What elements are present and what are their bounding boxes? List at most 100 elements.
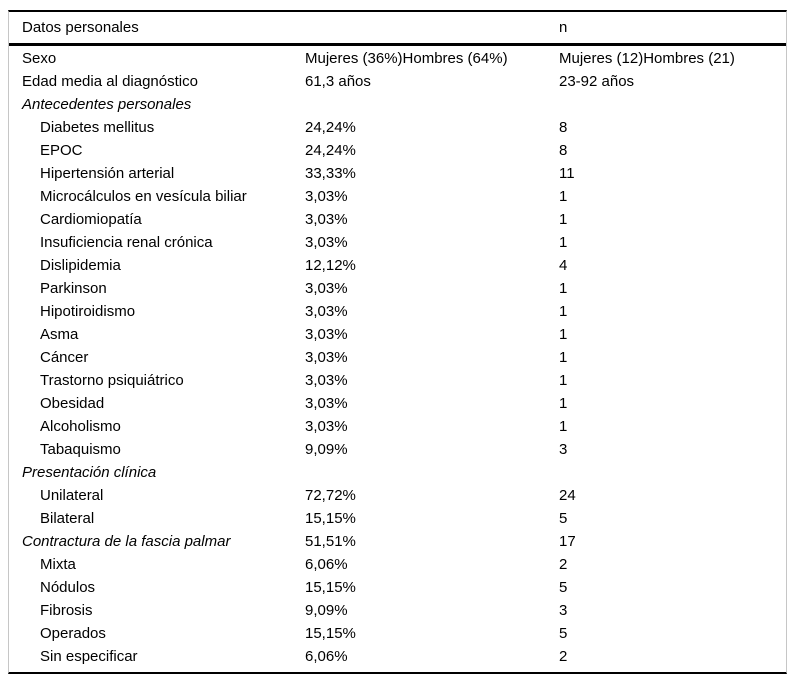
- row-n: 2: [559, 556, 568, 573]
- table-header-row: Datos personales n: [9, 12, 786, 46]
- row-n: 2: [559, 648, 568, 665]
- row-label: Hipotiroidismo: [40, 303, 136, 320]
- table-row-hipertension-arterial: Hipertensión arterial 33,33% 11: [9, 162, 786, 185]
- table-row-dislipidemia: Dislipidemia 12,12% 4: [9, 254, 786, 277]
- row-n: 1: [559, 303, 568, 320]
- row-n: 11: [559, 165, 575, 182]
- row-n: 23-92 años: [559, 73, 635, 90]
- row-label: Operados: [40, 625, 106, 642]
- table-row-parkinson: Parkinson 3,03% 1: [9, 277, 786, 300]
- row-n: 1: [559, 395, 568, 412]
- row-n: 1: [559, 234, 568, 251]
- row-n: 3: [559, 441, 568, 458]
- row-value: 15,15%: [305, 579, 356, 596]
- row-label: Hipertensión arterial: [40, 165, 175, 182]
- row-n: 24: [559, 487, 576, 504]
- row-value: 33,33%: [305, 165, 356, 182]
- row-value: 3,03%: [305, 418, 348, 435]
- row-n: 1: [559, 188, 568, 205]
- row-label: Nódulos: [40, 579, 96, 596]
- row-label: Unilateral: [40, 487, 104, 504]
- table-row-alcoholismo: Alcoholismo 3,03% 1: [9, 415, 786, 438]
- row-label: Mixta: [40, 556, 76, 573]
- row-n: 1: [559, 418, 568, 435]
- row-label: Insuficiencia renal crónica: [40, 234, 213, 251]
- row-value: 12,12%: [305, 257, 356, 274]
- row-value: 72,72%: [305, 487, 356, 504]
- table-row-obesidad: Obesidad 3,03% 1: [9, 392, 786, 415]
- row-n: 1: [559, 349, 568, 366]
- row-n: 5: [559, 625, 568, 642]
- row-label: Dislipidemia: [40, 257, 121, 274]
- row-n: 1: [559, 372, 568, 389]
- row-value: 9,09%: [305, 441, 348, 458]
- table-row-insuficiencia-renal: Insuficiencia renal crónica 3,03% 1: [9, 231, 786, 254]
- table-row-unilateral: Unilateral 72,72% 24: [9, 484, 786, 507]
- row-n: 5: [559, 579, 568, 596]
- row-value: Mujeres (36%)Hombres (64%): [305, 50, 508, 67]
- row-value: 15,15%: [305, 510, 356, 527]
- table-row-fibrosis: Fibrosis 9,09% 3: [9, 599, 786, 622]
- table-row-cardiomiopatia: Cardiomiopatía 3,03% 1: [9, 208, 786, 231]
- row-value: 3,03%: [305, 349, 348, 366]
- row-label: Microcálculos en vesícula biliar: [40, 188, 247, 205]
- row-label: Asma: [40, 326, 79, 343]
- table-row-tabaquismo: Tabaquismo 9,09% 3: [9, 438, 786, 461]
- table-row-antecedentes-personales: Antecedentes personales: [9, 93, 786, 116]
- row-value: 24,24%: [305, 142, 356, 159]
- table-row-contractura-fascia-palmar: Contractura de la fascia palmar 51,51% 1…: [9, 530, 786, 553]
- row-label: Presentación clínica: [22, 464, 157, 481]
- table-row-microcalculos: Microcálculos en vesícula biliar 3,03% 1: [9, 185, 786, 208]
- row-value: 9,09%: [305, 602, 348, 619]
- row-value: 3,03%: [305, 326, 348, 343]
- row-value: 6,06%: [305, 648, 348, 665]
- row-label: Fibrosis: [40, 602, 93, 619]
- table-row-epoc: EPOC 24,24% 8: [9, 139, 786, 162]
- row-label: Alcoholismo: [40, 418, 121, 435]
- row-label: Antecedentes personales: [22, 96, 192, 113]
- row-label: Sexo: [22, 50, 57, 67]
- row-label: Contractura de la fascia palmar: [22, 533, 231, 550]
- row-label: Sin especificar: [40, 648, 138, 665]
- header-n: n: [559, 19, 568, 36]
- row-value: 51,51%: [305, 533, 356, 550]
- row-n: 1: [559, 326, 568, 343]
- row-value: 3,03%: [305, 372, 348, 389]
- row-value: 6,06%: [305, 556, 348, 573]
- table-row-asma: Asma 3,03% 1: [9, 323, 786, 346]
- table-row-mixta: Mixta 6,06% 2: [9, 553, 786, 576]
- table-body: Sexo Mujeres (36%)Hombres (64%) Mujeres …: [9, 46, 786, 672]
- row-value: 3,03%: [305, 234, 348, 251]
- table-row-operados: Operados 15,15% 5: [9, 622, 786, 645]
- row-n: Mujeres (12)Hombres (21): [559, 50, 735, 67]
- row-n: 8: [559, 142, 568, 159]
- row-n: 17: [559, 533, 576, 550]
- table-row-sexo: Sexo Mujeres (36%)Hombres (64%) Mujeres …: [9, 47, 786, 70]
- row-label: Cardiomiopatía: [40, 211, 142, 228]
- row-value: 3,03%: [305, 188, 348, 205]
- row-label: Tabaquismo: [40, 441, 121, 458]
- row-value: 24,24%: [305, 119, 356, 136]
- row-n: 3: [559, 602, 568, 619]
- header-datos-personales: Datos personales: [22, 19, 139, 36]
- table-row-diabetes-mellitus: Diabetes mellitus 24,24% 8: [9, 116, 786, 139]
- table-row-sin-especificar: Sin especificar 6,06% 2: [9, 645, 786, 668]
- table-row-nodulos: Nódulos 15,15% 5: [9, 576, 786, 599]
- row-label: Parkinson: [40, 280, 107, 297]
- row-label: Obesidad: [40, 395, 105, 412]
- table-row-bilateral: Bilateral 15,15% 5: [9, 507, 786, 530]
- row-value: 3,03%: [305, 211, 348, 228]
- row-value: 3,03%: [305, 395, 348, 412]
- row-n: 5: [559, 510, 568, 527]
- row-label: Bilateral: [40, 510, 95, 527]
- row-label: EPOC: [40, 142, 83, 159]
- row-label: Trastorno psiquiátrico: [40, 372, 184, 389]
- table-row-edad-media: Edad media al diagnóstico 61,3 años 23-9…: [9, 70, 786, 93]
- row-value: 15,15%: [305, 625, 356, 642]
- row-n: 4: [559, 257, 568, 274]
- table-row-presentacion-clinica: Presentación clínica: [9, 461, 786, 484]
- table-row-hipotiroidismo: Hipotiroidismo 3,03% 1: [9, 300, 786, 323]
- row-label: Edad media al diagnóstico: [22, 73, 198, 90]
- row-n: 1: [559, 211, 568, 228]
- row-value: 61,3 años: [305, 73, 371, 90]
